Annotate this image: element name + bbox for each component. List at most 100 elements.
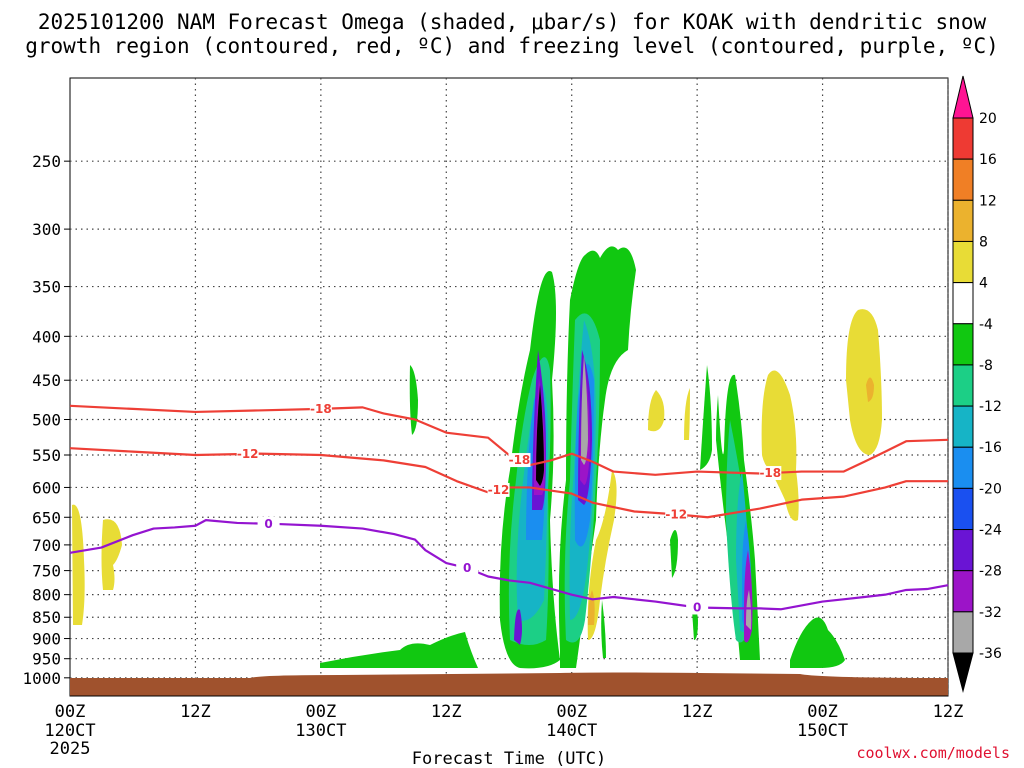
contour-label-4: -12 — [488, 483, 510, 497]
colorbar-bottom-arrow — [952, 652, 974, 693]
x-tick-hour-3: 12Z — [431, 702, 462, 722]
contour-label-bg-2 — [759, 466, 782, 481]
contour-label-8: 0 — [693, 600, 701, 614]
colorbar-box-10 — [952, 529, 974, 572]
y-tick-label-250: 250 — [32, 152, 61, 171]
contour-label-bg-5 — [665, 507, 688, 522]
omega-blob-yellow-5 — [846, 309, 882, 455]
y-tick-label-550: 550 — [32, 446, 61, 465]
y-tick-label-350: 350 — [32, 278, 61, 297]
y-tick-label-500: 500 — [32, 410, 61, 429]
x-tick-date-0: 120CT — [44, 721, 95, 741]
y-tick-label-750: 750 — [32, 562, 61, 581]
colorbar-label-1: 16 — [979, 152, 997, 168]
y-tick-label-800: 800 — [32, 586, 61, 605]
colorbar-label-5: -4 — [979, 317, 993, 333]
x-tick-hour-6: 00Z — [807, 702, 838, 722]
omega-streak-yellow-2 — [684, 388, 690, 440]
colorbar-box-11 — [952, 570, 974, 613]
omega-column-3-gray — [746, 590, 752, 630]
y-tick-label-850: 850 — [32, 608, 61, 627]
contour-label-bg-8 — [686, 600, 709, 615]
y-tick-label-650: 650 — [32, 508, 61, 527]
colorbar-label-7: -12 — [979, 399, 1002, 415]
colorbar-box-9 — [952, 487, 974, 531]
x-tick-hour-0: 00Z — [55, 702, 86, 722]
colorbar-label-4: 4 — [979, 276, 988, 292]
chart-title-line2: growth region (contoured, red, ºC) and f… — [25, 34, 999, 58]
contours: -18 -18 -18 -12 -12 -12 0 0 0 — [69, 401, 949, 615]
contour-label-bg-6 — [257, 516, 280, 531]
x-tick-hour-7: 12Z — [933, 702, 964, 722]
y-tick-label-900: 900 — [32, 630, 61, 649]
omega-column-1-low-blue — [514, 609, 522, 645]
colorbar-box-3 — [952, 240, 974, 284]
y-tick-label-600: 600 — [32, 478, 61, 497]
colorbar-box-6 — [952, 364, 974, 407]
colorbar: 20 16 12 8 4 -4 -8 -12 -16 -20 -24 -28 -32 -36 — [952, 75, 1002, 693]
contour-label-6: 0 — [264, 517, 272, 531]
contour-label-bg-7 — [456, 561, 479, 576]
x-tick-hour-2: 00Z — [305, 702, 336, 722]
chart-title-line1: 2025101200 NAM Forecast Omega (shaded, μ… — [38, 10, 987, 34]
y-axis-ticks: 250 300 350 400 450 500 550 600 650 700 750 800 850 9… — [22, 152, 70, 688]
terrain-surface — [70, 672, 948, 696]
x-tick-date-2: 130CT — [295, 721, 346, 741]
y-tick-label-700: 700 — [32, 536, 61, 555]
omega-streak-yellow-1 — [587, 470, 617, 640]
omega-streak-green-3 — [700, 365, 712, 470]
year-label: 2025 — [50, 739, 91, 759]
omega-blob-rising-weak-2 — [101, 519, 122, 590]
omega-streak-green-2 — [601, 600, 606, 658]
x-axis-title: Forecast Time (UTC) — [412, 749, 606, 768]
y-tick-label-950: 950 — [32, 650, 61, 669]
y-tick-label-400: 400 — [32, 327, 61, 346]
omega-blob-orange-5 — [866, 377, 874, 402]
omega-blob-rising-weak-1 — [72, 504, 85, 625]
colorbar-label-6: -8 — [979, 358, 993, 374]
contour-line-1 — [69, 447, 948, 519]
colorbar-label-10: -24 — [979, 523, 1002, 539]
colorbar-box-8 — [952, 446, 974, 489]
contour-label-5: -12 — [665, 507, 687, 521]
contour-line-2 — [69, 519, 949, 611]
colorbar-box-1 — [952, 158, 974, 201]
contour-label-2: -18 — [759, 466, 781, 480]
colorbar-label-8: -16 — [979, 440, 1002, 456]
colorbar-box-0 — [952, 117, 974, 160]
colorbar-box-12 — [952, 611, 974, 654]
omega-column-2-gray — [581, 355, 588, 465]
colorbar-box-5 — [952, 323, 974, 366]
x-tick-date-6: 150CT — [797, 721, 848, 741]
colorbar-box-7 — [952, 405, 974, 448]
omega-streak-green-1 — [409, 365, 418, 435]
y-tick-label-300: 300 — [32, 220, 61, 239]
contour-label-3: -12 — [237, 447, 259, 461]
contour-label-0: -18 — [310, 402, 332, 416]
contour-label-7: 0 — [463, 561, 471, 575]
colorbar-label-11: -28 — [979, 564, 1002, 580]
colorbar-label-2: 12 — [979, 193, 997, 209]
colorbar-label-0: 20 — [979, 111, 997, 127]
omega-blob-low-green — [320, 632, 478, 668]
colorbar-label-3: 8 — [979, 234, 988, 250]
omega-streak-green-4 — [670, 530, 678, 578]
credit-text: coolwx.com/models — [856, 744, 1010, 762]
contour-label-bg-4 — [487, 482, 510, 497]
colorbar-label-13: -36 — [979, 646, 1002, 662]
x-tick-hour-4: 00Z — [556, 702, 587, 722]
colorbar-box-4 — [952, 282, 974, 325]
x-tick-hour-5: 12Z — [682, 702, 713, 722]
contour-label-bg-3 — [236, 446, 259, 461]
omega-blob-yellow-4 — [761, 370, 799, 521]
colorbar-box-2 — [952, 199, 974, 242]
contour-label-1: -18 — [509, 453, 531, 467]
x-tick-hour-1: 12Z — [180, 702, 211, 722]
contour-label-bg-1 — [508, 453, 531, 468]
colorbar-top-arrow — [952, 75, 974, 119]
x-tick-date-4: 140CT — [546, 721, 597, 741]
omega-streak-green-5 — [692, 606, 698, 640]
omega-column-1-core — [536, 385, 544, 486]
